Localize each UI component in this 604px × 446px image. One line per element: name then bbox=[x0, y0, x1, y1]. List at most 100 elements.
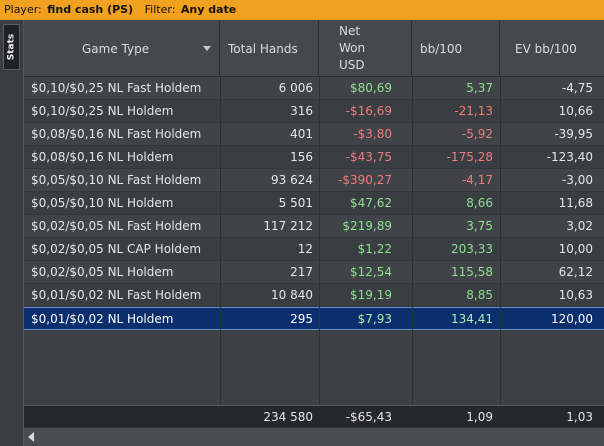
bb100-cell: -21,13 bbox=[454, 104, 493, 118]
table-body: $0,10/$0,25 NL Fast Holdem 6 006 $80,69 5,3… bbox=[24, 77, 604, 330]
column-header-net-won-line-2: Won bbox=[339, 41, 366, 55]
total-bb100-value: 1,09 bbox=[466, 410, 493, 424]
filter-bar: Player: find cash (PS) Filter: Any date bbox=[0, 0, 604, 20]
column-header-game-type-label: Game Type bbox=[82, 41, 150, 56]
game-type-cell: $0,08/$0,16 NL Fast Holdem bbox=[31, 127, 202, 141]
ev-bb100-cell: 3,02 bbox=[566, 219, 593, 233]
table-row[interactable]: $0,05/$0,10 NL Fast Holdem 93 624 -$390,27… bbox=[24, 169, 604, 192]
horizontal-scrollbar[interactable] bbox=[24, 427, 604, 446]
net-won-cell: -$16,69 bbox=[345, 104, 392, 118]
table-row[interactable]: $0,02/$0,05 NL Holdem 217 $12,54 115,58 62,1… bbox=[24, 261, 604, 284]
filter-value[interactable]: Any date bbox=[180, 3, 237, 16]
table-row[interactable]: $0,01/$0,02 NL Holdem 295 $7,93 134,41 120,0… bbox=[24, 307, 604, 330]
net-won-cell: -$390,27 bbox=[338, 173, 392, 187]
bb100-cell: -175,28 bbox=[446, 150, 493, 164]
game-type-cell: $0,05/$0,10 NL Fast Holdem bbox=[31, 173, 202, 187]
totals-row: 234 580 -$65,43 1,09 1,03 bbox=[24, 405, 604, 427]
column-header-bb100-label: bb/100 bbox=[420, 41, 463, 56]
ev-bb100-cell: 10,63 bbox=[558, 288, 593, 302]
bb100-cell: -5,92 bbox=[461, 127, 493, 141]
ev-bb100-cell: -39,95 bbox=[554, 127, 593, 141]
total-hands-cell: 295 bbox=[290, 312, 313, 326]
bb100-cell: 203,33 bbox=[451, 242, 493, 256]
column-divider bbox=[220, 77, 221, 405]
stats-side-tab-label: Stats bbox=[6, 33, 17, 61]
total-hands-cell: 12 bbox=[297, 242, 313, 256]
column-divider bbox=[412, 77, 413, 405]
column-divider bbox=[500, 77, 501, 405]
table-row[interactable]: $0,05/$0,10 NL Holdem 5 501 $47,62 8,66 11,6… bbox=[24, 192, 604, 215]
total-net-won-value: -$65,43 bbox=[345, 410, 392, 424]
player-label: Player: bbox=[4, 3, 42, 16]
bb100-cell: 134,41 bbox=[451, 312, 493, 326]
net-won-cell: -$43,75 bbox=[345, 150, 392, 164]
column-header-total-hands[interactable]: Total Hands bbox=[220, 20, 319, 77]
side-tab-strip: Stats bbox=[0, 20, 24, 446]
game-type-cell: $0,10/$0,25 NL Fast Holdem bbox=[31, 81, 202, 95]
total-hands-cell: 217 bbox=[290, 265, 313, 279]
column-header-bb100[interactable]: bb/100 bbox=[412, 20, 500, 77]
table-row[interactable]: $0,08/$0,16 NL Fast Holdem 401 -$3,80 -5,92… bbox=[24, 123, 604, 146]
bb100-cell: 8,66 bbox=[466, 196, 493, 210]
column-header-total-hands-label: Total Hands bbox=[228, 41, 298, 56]
column-header-net-won[interactable]: Net Won USD bbox=[319, 20, 412, 77]
ev-bb100-cell: -3,00 bbox=[561, 173, 593, 187]
total-hands-cell: 117 212 bbox=[263, 219, 313, 233]
table-row[interactable]: $0,08/$0,16 NL Holdem 156 -$43,75 -175,28 -1… bbox=[24, 146, 604, 169]
ev-bb100-cell: 120,00 bbox=[551, 312, 593, 326]
scroll-left-arrow-icon[interactable] bbox=[28, 432, 34, 442]
player-value[interactable]: find cash (PS) bbox=[47, 3, 134, 16]
bb100-cell: 115,58 bbox=[451, 265, 493, 279]
stats-grid: Game Type Total Hands Net Won USD bb/100… bbox=[24, 20, 604, 446]
game-type-cell: $0,02/$0,05 NL Holdem bbox=[31, 265, 174, 279]
table-row[interactable]: $0,10/$0,25 NL Holdem 316 -$16,69 -21,13 10,… bbox=[24, 100, 604, 123]
stats-side-tab[interactable]: Stats bbox=[3, 24, 20, 70]
bb100-cell: -4,17 bbox=[461, 173, 493, 187]
net-won-cell: $19,19 bbox=[350, 288, 392, 302]
net-won-cell: $12,54 bbox=[350, 265, 392, 279]
game-type-cell: $0,01/$0,02 NL Holdem bbox=[31, 312, 174, 326]
ev-bb100-cell: 11,68 bbox=[558, 196, 593, 210]
column-header-ev-bb100-label: EV bb/100 bbox=[515, 41, 577, 56]
net-won-cell: $80,69 bbox=[350, 81, 392, 95]
filter-label: Filter: bbox=[144, 3, 176, 16]
net-won-cell: $7,93 bbox=[357, 312, 392, 326]
total-hands-value: 234 580 bbox=[263, 410, 313, 424]
ev-bb100-cell: 10,00 bbox=[558, 242, 593, 256]
game-type-cell: $0,02/$0,05 NL Fast Holdem bbox=[31, 219, 202, 233]
table-row[interactable]: $0,10/$0,25 NL Fast Holdem 6 006 $80,69 5,3… bbox=[24, 77, 604, 100]
total-hands-cell: 401 bbox=[290, 127, 313, 141]
column-header-net-won-line-1: Net bbox=[339, 24, 361, 38]
net-won-cell: -$3,80 bbox=[353, 127, 392, 141]
net-won-cell: $47,62 bbox=[350, 196, 392, 210]
game-type-cell: $0,01/$0,02 NL Fast Holdem bbox=[31, 288, 202, 302]
ev-bb100-cell: 10,66 bbox=[558, 104, 593, 118]
table-row[interactable]: $0,02/$0,05 NL CAP Holdem 12 $1,22 203,33 10… bbox=[24, 238, 604, 261]
total-hands-cell: 316 bbox=[290, 104, 313, 118]
total-hands-cell: 5 501 bbox=[278, 196, 313, 210]
game-type-cell: $0,02/$0,05 NL CAP Holdem bbox=[31, 242, 202, 256]
game-type-cell: $0,05/$0,10 NL Holdem bbox=[31, 196, 174, 210]
grid-header: Game Type Total Hands Net Won USD bb/100… bbox=[24, 20, 604, 77]
total-hands-cell: 10 840 bbox=[271, 288, 313, 302]
table-row[interactable]: $0,01/$0,02 NL Fast Holdem 10 840 $19,19 8,… bbox=[24, 284, 604, 307]
total-hands-cell: 93 624 bbox=[271, 173, 313, 187]
net-won-cell: $219,89 bbox=[342, 219, 392, 233]
table-row[interactable]: $0,02/$0,05 NL Fast Holdem 117 212 $219,89… bbox=[24, 215, 604, 238]
column-divider bbox=[319, 77, 320, 405]
net-won-cell: $1,22 bbox=[357, 242, 392, 256]
ev-bb100-cell: -123,40 bbox=[546, 150, 593, 164]
game-type-cell: $0,08/$0,16 NL Holdem bbox=[31, 150, 174, 164]
sort-down-icon[interactable] bbox=[203, 46, 211, 51]
bb100-cell: 8,85 bbox=[466, 288, 493, 302]
total-hands-cell: 156 bbox=[290, 150, 313, 164]
game-type-cell: $0,10/$0,25 NL Holdem bbox=[31, 104, 174, 118]
column-header-game-type[interactable]: Game Type bbox=[24, 20, 220, 77]
column-header-ev-bb100[interactable]: EV bb/100 bbox=[500, 20, 604, 77]
ev-bb100-cell: -4,75 bbox=[561, 81, 593, 95]
column-header-net-won-line-3: USD bbox=[339, 58, 365, 72]
empty-grid-area bbox=[24, 351, 604, 405]
total-ev-bb100-value: 1,03 bbox=[566, 410, 593, 424]
bb100-cell: 3,75 bbox=[466, 219, 493, 233]
bb100-cell: 5,37 bbox=[466, 81, 493, 95]
